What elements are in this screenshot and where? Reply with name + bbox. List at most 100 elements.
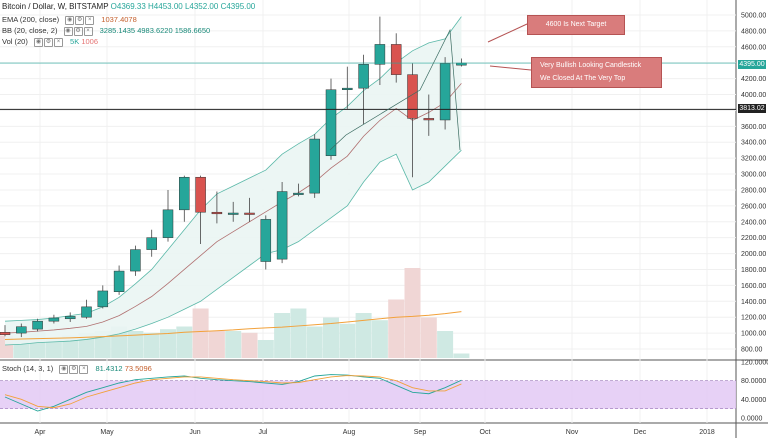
- settings-icon[interactable]: ⚙: [75, 15, 85, 25]
- legend-controls[interactable]: ◉ ⚙ ×: [65, 15, 95, 25]
- volume-bar: [143, 332, 160, 358]
- high-value: H4453.00: [148, 2, 183, 11]
- candle-body[interactable]: [309, 138, 320, 194]
- symbol-title[interactable]: Bitcoin / Dollar, W, BITSTAMP: [2, 2, 109, 11]
- candle-body[interactable]: [81, 306, 92, 318]
- y-tick-label: 4600.00: [741, 44, 766, 51]
- volume-bar: [388, 299, 405, 358]
- candle-body[interactable]: [276, 191, 288, 260]
- trend-line[interactable]: [329, 28, 461, 151]
- y-tick-label: 4200.00: [741, 76, 766, 83]
- stoch-k-line: [4, 374, 462, 412]
- x-tick-label: Aug: [343, 429, 356, 436]
- volume-bar: [176, 326, 193, 358]
- low-value: L4352.00: [184, 2, 219, 11]
- candle-body[interactable]: [407, 74, 418, 119]
- candle-body[interactable]: [456, 62, 467, 66]
- candle-body[interactable]: [342, 87, 353, 91]
- settings-icon[interactable]: ⚙: [43, 37, 53, 47]
- volume-bar: [420, 317, 437, 358]
- ema-value: 1037.4078: [101, 15, 137, 24]
- candle-body[interactable]: [179, 176, 190, 211]
- eye-icon[interactable]: ◉: [63, 26, 73, 36]
- close-value: C4395.00: [220, 2, 256, 11]
- y-tick-label: 1000.00: [741, 331, 766, 338]
- candle-body[interactable]: [162, 209, 174, 238]
- legend-controls[interactable]: ◉ ⚙ ×: [33, 37, 64, 47]
- y-tick-label: 2000.00: [741, 251, 766, 258]
- x-tick-label: May: [100, 429, 114, 436]
- candle-body[interactable]: [64, 316, 76, 320]
- volume-bar: [192, 308, 209, 358]
- candle-body[interactable]: [97, 290, 109, 308]
- x-tick-label: Oct: [480, 429, 491, 436]
- y-tick-label: 1400.00: [741, 299, 766, 306]
- y-tick-label: 2600.00: [741, 203, 766, 210]
- stoch-tick-label: 40.0000: [741, 397, 766, 404]
- y-tick-label: 4800.00: [741, 28, 766, 35]
- candle-body[interactable]: [32, 320, 43, 330]
- y-tick-label: 800.00: [741, 347, 763, 354]
- close-icon[interactable]: ×: [85, 15, 95, 25]
- candle-body[interactable]: [113, 270, 125, 292]
- bullish-callout-line2: We Closed At The Very Top: [540, 75, 626, 82]
- bollinger-upper-line: [4, 16, 462, 322]
- candle-body[interactable]: [48, 317, 60, 322]
- x-tick-label: Sep: [414, 429, 427, 436]
- candle-body[interactable]: [16, 326, 27, 334]
- legend-vol[interactable]: Vol (20) ◉ ⚙ × 5K 1006: [2, 37, 98, 47]
- candle-body[interactable]: [244, 212, 255, 215]
- legend-bb[interactable]: BB (20, close, 2) ◉ ⚙ × 3285.1435 4983.622…: [2, 26, 210, 36]
- ohlc-header: Bitcoin / Dollar, W, BITSTAMP O4369.33 H…: [2, 2, 255, 11]
- volume-bar: [257, 340, 274, 358]
- open-value: O4369.33: [110, 2, 146, 11]
- settings-icon[interactable]: ⚙: [69, 364, 79, 374]
- candle-body[interactable]: [130, 249, 141, 272]
- volume-bar: [127, 331, 144, 358]
- callout-leader: [487, 23, 528, 43]
- target-callout[interactable]: 4600 Is Next Target: [527, 15, 625, 35]
- bullish-callout[interactable]: Very Bullish Looking Candlestick We Clos…: [531, 57, 662, 88]
- legend-stoch[interactable]: Stoch (14, 3, 1) ◉ ⚙ × 81.4312 73.5096: [2, 364, 152, 374]
- candle-body[interactable]: [325, 89, 337, 157]
- legend-controls[interactable]: ◉ ⚙ ×: [63, 26, 94, 36]
- candle-body[interactable]: [374, 44, 386, 65]
- legend-controls[interactable]: ◉ ⚙ ×: [59, 364, 89, 374]
- eye-icon[interactable]: ◉: [65, 15, 75, 25]
- volume-bar: [225, 331, 242, 358]
- volume-bar: [45, 338, 62, 358]
- candle-body[interactable]: [0, 332, 11, 335]
- candle-body[interactable]: [423, 118, 435, 121]
- eye-icon[interactable]: ◉: [33, 37, 43, 47]
- stoch-band: [0, 380, 736, 409]
- settings-icon[interactable]: ⚙: [73, 26, 83, 36]
- candle-body[interactable]: [146, 237, 157, 250]
- y-tick-label: 2200.00: [741, 235, 766, 242]
- stoch-tick-label: 80.0000: [741, 378, 766, 385]
- candle-body[interactable]: [260, 219, 272, 262]
- candle-body[interactable]: [390, 44, 402, 75]
- candle-body[interactable]: [227, 212, 239, 215]
- candle-body[interactable]: [358, 64, 369, 89]
- close-icon[interactable]: ×: [79, 364, 89, 374]
- y-tick-label: 3200.00: [741, 156, 766, 163]
- volume-bar: [371, 320, 388, 358]
- legend-ema[interactable]: EMA (200, close) ◉ ⚙ × 1037.4078: [2, 15, 137, 25]
- close-icon[interactable]: ×: [83, 26, 93, 36]
- y-tick-label: 1200.00: [741, 315, 766, 322]
- y-tick-label: 3600.00: [741, 124, 766, 131]
- ema-label: EMA (200, close): [2, 15, 60, 24]
- volume-bar: [290, 308, 307, 358]
- bb-lower-value: 1586.6650: [174, 26, 211, 35]
- volume-bar: [339, 323, 356, 358]
- volume-bar: [453, 353, 470, 358]
- candle-body[interactable]: [195, 176, 206, 213]
- stoch-k-value: 81.4312: [95, 364, 123, 373]
- close-icon[interactable]: ×: [53, 37, 63, 47]
- eye-icon[interactable]: ◉: [59, 364, 69, 374]
- y-tick-label: 3400.00: [741, 140, 766, 147]
- candle-body[interactable]: [293, 192, 304, 195]
- volume-bar: [160, 329, 176, 358]
- candle-body[interactable]: [439, 63, 451, 121]
- candle-body[interactable]: [211, 211, 223, 215]
